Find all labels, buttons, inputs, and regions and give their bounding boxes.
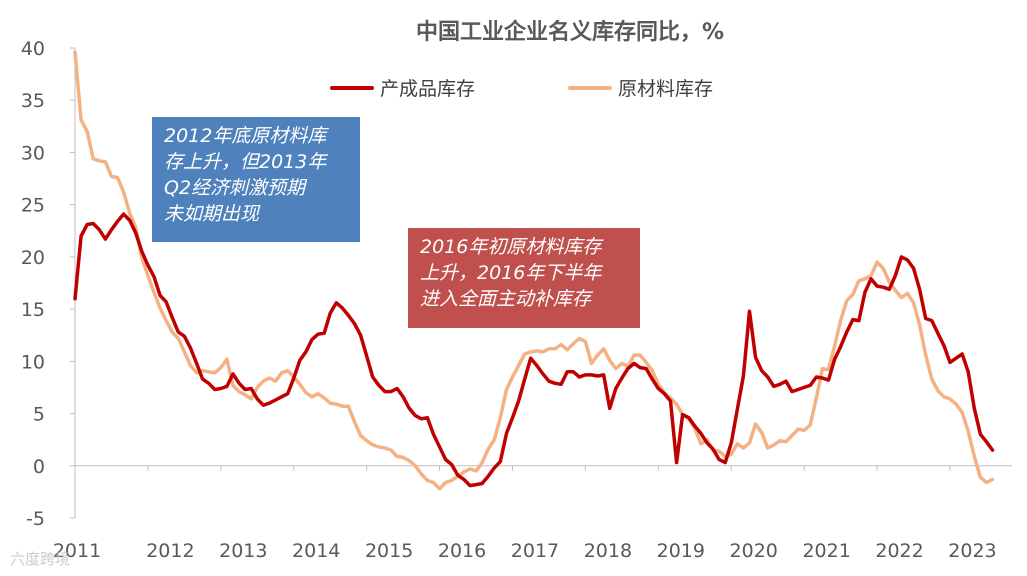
y-tick-label: 35	[21, 90, 45, 112]
x-tick-label: 2020	[730, 540, 778, 562]
legend-swatch-finished-goods	[330, 85, 374, 90]
series-line-finished-goods	[73, 212, 995, 488]
x-tick-label: 2012	[146, 540, 194, 562]
y-tick-label: 10	[21, 351, 45, 373]
x-tick-label: 2017	[511, 540, 559, 562]
x-tick-label: 2022	[875, 540, 923, 562]
x-tick-label: 2021	[802, 540, 850, 562]
legend-swatch-raw-materials	[568, 85, 612, 90]
legend-label-raw-materials: 原材料库存	[618, 78, 714, 100]
legend-item-finished-goods: 产成品库存	[330, 74, 475, 101]
annotation-line: 2012年底原材料库	[164, 125, 327, 147]
annotation-line: 进入全面主动补库存	[420, 288, 592, 310]
legend-label-finished-goods: 产成品库存	[380, 78, 476, 100]
x-tick-label: 2015	[365, 540, 413, 562]
series-line-raw-materials	[73, 50, 995, 491]
legend-item-raw-materials: 原材料库存	[568, 74, 713, 101]
y-tick-label: 20	[21, 247, 45, 269]
annotation-line: 2016年初原材料库存	[420, 236, 602, 258]
y-tick-label: 0	[33, 456, 45, 478]
x-tick-label: 2016	[438, 540, 486, 562]
x-tick-label: 2014	[292, 540, 340, 562]
y-tick-label: 25	[21, 195, 45, 217]
y-tick-label: 40	[21, 38, 45, 60]
annotation-line: 未如期出现	[164, 203, 260, 225]
chart-title: 中国工业企业名义库存同比，%	[415, 20, 725, 45]
y-tick-label: 15	[21, 299, 45, 321]
annotation-line: Q2经济刺激预期	[164, 177, 306, 199]
annotation-line: 上升，2016年下半年	[420, 262, 602, 284]
x-tick-label: 2018	[584, 540, 632, 562]
x-tick-label: 2019	[657, 540, 705, 562]
y-tick-label: 5	[33, 404, 45, 426]
annotation-line: 存上升，但2013年	[164, 151, 327, 173]
x-tick-label: 2023	[948, 540, 996, 562]
y-tick-label: -5	[26, 508, 45, 530]
x-tick-label: 2013	[219, 540, 267, 562]
watermark: 六度跨境	[10, 550, 71, 568]
x-tick-label: 2011	[53, 540, 101, 562]
y-tick-label: 30	[21, 142, 45, 164]
annotation-box-2016: 2016年初原材料库存 上升，2016年下半年 进入全面主动补库存	[408, 228, 640, 328]
annotation-box-2012: 2012年底原材料库 存上升，但2013年 Q2经济刺激预期 未如期出现	[152, 117, 360, 242]
